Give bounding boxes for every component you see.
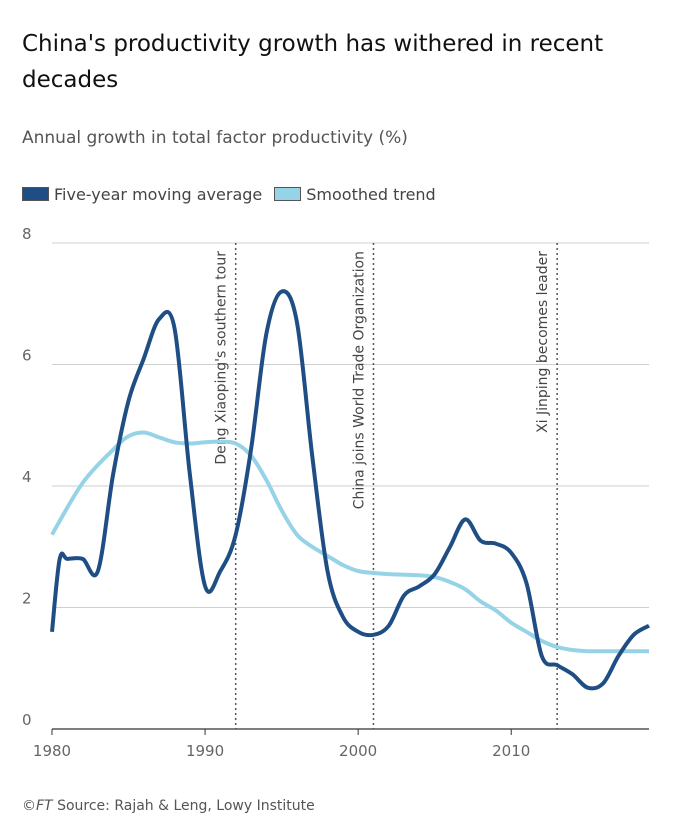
chart-subtitle: Annual growth in total factor productivi… (22, 128, 408, 148)
chart-plot: 0 2 4 6 8 1980 1990 2000 2010 Deng Xiaoping's sou… (22, 225, 650, 760)
y-tick-label: 4 (22, 468, 32, 486)
x-tick-label: 2010 (492, 742, 530, 760)
source-note: ©FT Source: Rajah & Leng, Lowy Institute (22, 798, 315, 814)
y-tick-label: 2 (22, 590, 32, 608)
series-line-smoothed-trend (50, 430, 649, 654)
legend-item-smoothed-trend: Smoothed trend (274, 184, 436, 204)
legend-swatch-moving-average (22, 187, 49, 201)
annotation-label: China joins World Trade Organization (351, 251, 367, 509)
x-tick-label: 2000 (339, 742, 377, 760)
legend-swatch-smoothed-trend (274, 187, 302, 201)
x-tick-label: 1990 (186, 742, 224, 760)
x-tick-label: 1980 (33, 742, 71, 760)
ft-copyright: ©FT (22, 798, 53, 814)
chart-legend: Five-year moving average Smoothed trend (22, 183, 448, 205)
y-tick-label: 0 (22, 711, 32, 729)
annotation-label: Xi Jinping becomes leader (535, 251, 551, 433)
chart-title: China's productivity growth has withered… (22, 31, 604, 93)
series-line-moving-average (50, 289, 650, 691)
legend-item-moving-average: Five-year moving average (22, 185, 262, 204)
legend-label-smoothed-trend: Smoothed trend (306, 184, 436, 204)
source-text: Source: Rajah & Leng, Lowy Institute (57, 798, 315, 814)
legend-label-moving-average: Five-year moving average (54, 184, 263, 204)
y-tick-label: 8 (22, 225, 32, 243)
annotation-label: Deng Xiaoping's southern tour (214, 251, 230, 465)
y-tick-label: 6 (22, 347, 32, 365)
